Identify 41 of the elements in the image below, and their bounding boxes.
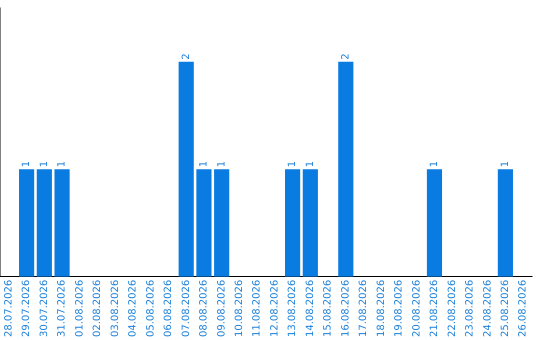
x-tick-label: 20.08.2026 (411, 280, 422, 338)
x-tick-label: 23.08.2026 (464, 280, 476, 338)
data-label: 2 (340, 53, 352, 60)
x-tick-label: 24.08.2026 (482, 280, 494, 338)
x-tick-label: 08.08.2026 (198, 280, 210, 338)
x-tick-label: 09.08.2026 (216, 280, 228, 338)
x-tick-label: 29.07.2026 (21, 280, 32, 338)
x-tick-label: 26.08.2026 (518, 280, 529, 338)
x-tick-label: 21.08.2026 (429, 280, 440, 338)
x-tick-label: 18.08.2026 (376, 280, 387, 338)
data-label: 1 (198, 160, 210, 168)
data-label: 1 (500, 160, 511, 168)
x-tick-label: 15.08.2026 (322, 280, 334, 338)
data-label: 1 (56, 160, 68, 168)
data-label: 2 (180, 53, 192, 60)
x-tick-label: 05.08.2026 (145, 280, 156, 338)
data-label: 1 (287, 160, 298, 168)
x-tick-label: 04.08.2026 (128, 280, 139, 338)
x-tick-label: 06.08.2026 (163, 280, 174, 338)
data-label: 1 (429, 160, 440, 168)
x-tick-label: 16.08.2026 (340, 280, 352, 338)
x-tick-label: 11.08.2026 (252, 280, 263, 338)
x-tick-label: 14.08.2026 (304, 280, 316, 338)
x-tick-label: 25.08.2026 (500, 280, 511, 338)
x-tick-label: 07.08.2026 (180, 280, 192, 338)
x-tick-label: 19.08.2026 (394, 280, 405, 338)
x-tick-label: 30.07.2026 (38, 280, 50, 338)
x-tick-label: 10.08.2026 (234, 280, 245, 338)
x-tick-label: 22.08.2026 (446, 280, 458, 338)
x-tick-label: 12.08.2026 (269, 280, 280, 338)
x-tick-label: 17.08.2026 (358, 280, 370, 338)
x-tick-label: 31.07.2026 (56, 280, 68, 338)
x-tick-label: 02.08.2026 (92, 280, 104, 338)
x-tick-label: 13.08.2026 (287, 280, 298, 338)
data-label: 1 (304, 160, 316, 168)
x-tick-label: 28.07.2026 (3, 280, 14, 338)
data-label: 1 (21, 160, 32, 168)
x-tick-label: 03.08.2026 (110, 280, 121, 338)
data-label: 1 (216, 160, 228, 168)
x-tick-label: 01.08.2026 (74, 280, 86, 338)
data-label: 1 (38, 160, 50, 168)
